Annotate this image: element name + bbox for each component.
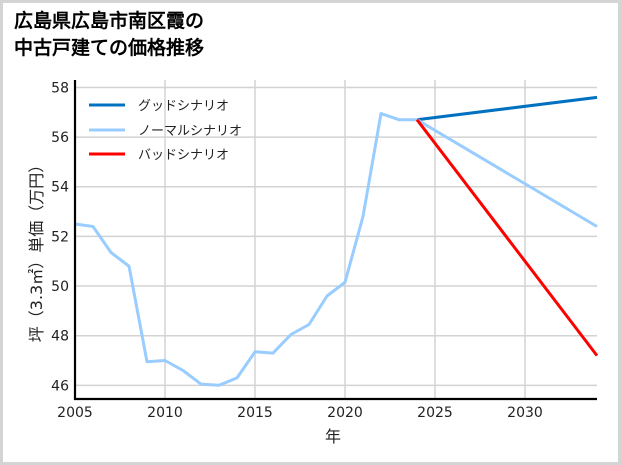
y-tick-label: 54 — [51, 180, 69, 196]
x-axis-label: 年 — [325, 427, 341, 446]
y-axis-label: 坪（3.3㎡）単価（万円） — [27, 157, 46, 342]
y-tick-label: 52 — [51, 229, 69, 245]
y-tick-label: 50 — [51, 279, 69, 295]
y-tick-label: 58 — [51, 80, 69, 96]
series-line-0 — [416, 95, 598, 122]
x-tick-label: 2020 — [327, 405, 363, 421]
legend-label-1: ノーマルシナリオ — [138, 124, 242, 139]
x-tick-label: 2030 — [507, 405, 543, 421]
chart-title-line-2: 中古戸建ての価格推移 — [14, 37, 205, 59]
legend-label-2: バッドシナリオ — [138, 148, 229, 163]
legend-label-0: グッドシナリオ — [138, 99, 229, 114]
x-tick-label: 2015 — [237, 405, 273, 421]
y-tick-label: 48 — [51, 329, 69, 345]
x-tick-label: 2010 — [147, 405, 183, 421]
series-line-1 — [74, 112, 598, 387]
x-tick-label: 2025 — [417, 405, 453, 421]
series-line-2 — [415, 118, 599, 357]
chart-title: 広島県広島市南区霞の 中古戸建ての価格推移 — [14, 8, 204, 62]
chart-title-line-1: 広島県広島市南区霞の — [14, 10, 205, 32]
x-tick-label: 2005 — [57, 405, 93, 421]
y-tick-label: 56 — [51, 130, 69, 146]
y-tick-label: 46 — [51, 378, 69, 394]
